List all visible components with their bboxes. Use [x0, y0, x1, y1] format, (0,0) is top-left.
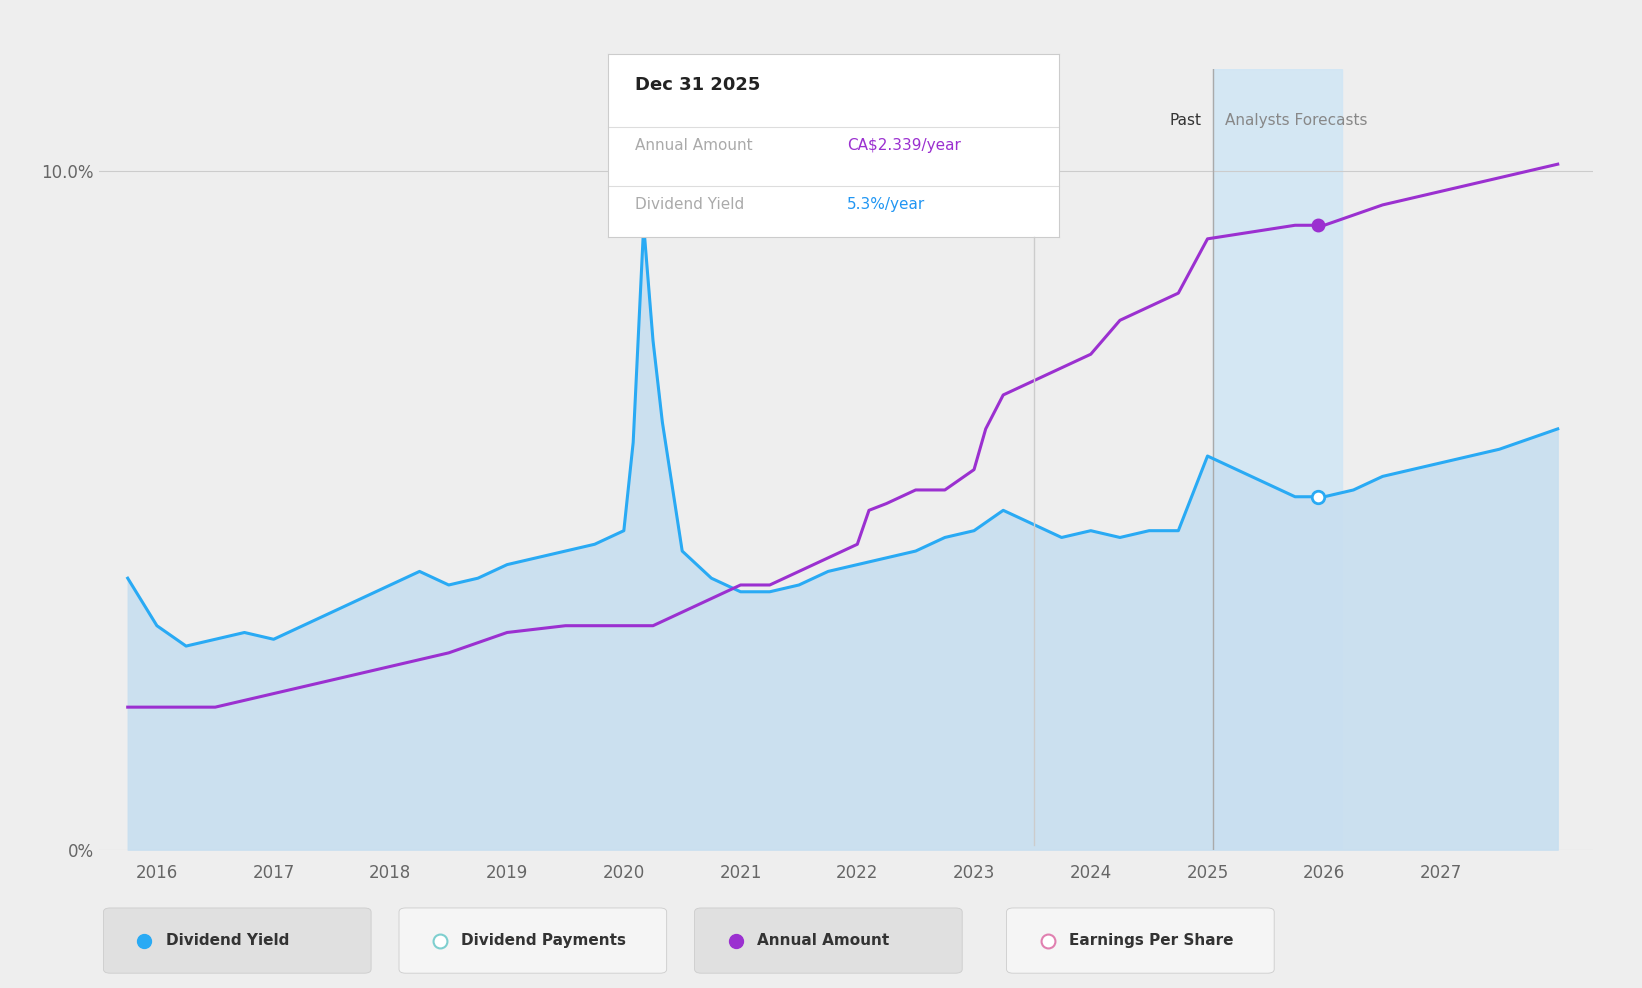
Text: CA$2.339/year: CA$2.339/year	[847, 138, 961, 153]
Text: Dec 31 2025: Dec 31 2025	[634, 76, 760, 94]
Text: Analysts Forecasts: Analysts Forecasts	[1225, 113, 1368, 127]
Text: Dividend Payments: Dividend Payments	[461, 933, 626, 948]
Text: Earnings Per Share: Earnings Per Share	[1069, 933, 1233, 948]
Text: Past: Past	[1169, 113, 1202, 127]
Text: Annual Amount: Annual Amount	[634, 138, 752, 153]
Text: Dividend Yield: Dividend Yield	[634, 197, 744, 211]
Text: Annual Amount: Annual Amount	[757, 933, 890, 948]
Text: 5.3%/year: 5.3%/year	[847, 197, 924, 211]
Bar	[1213, 69, 1342, 850]
Text: Dividend Yield: Dividend Yield	[166, 933, 289, 948]
